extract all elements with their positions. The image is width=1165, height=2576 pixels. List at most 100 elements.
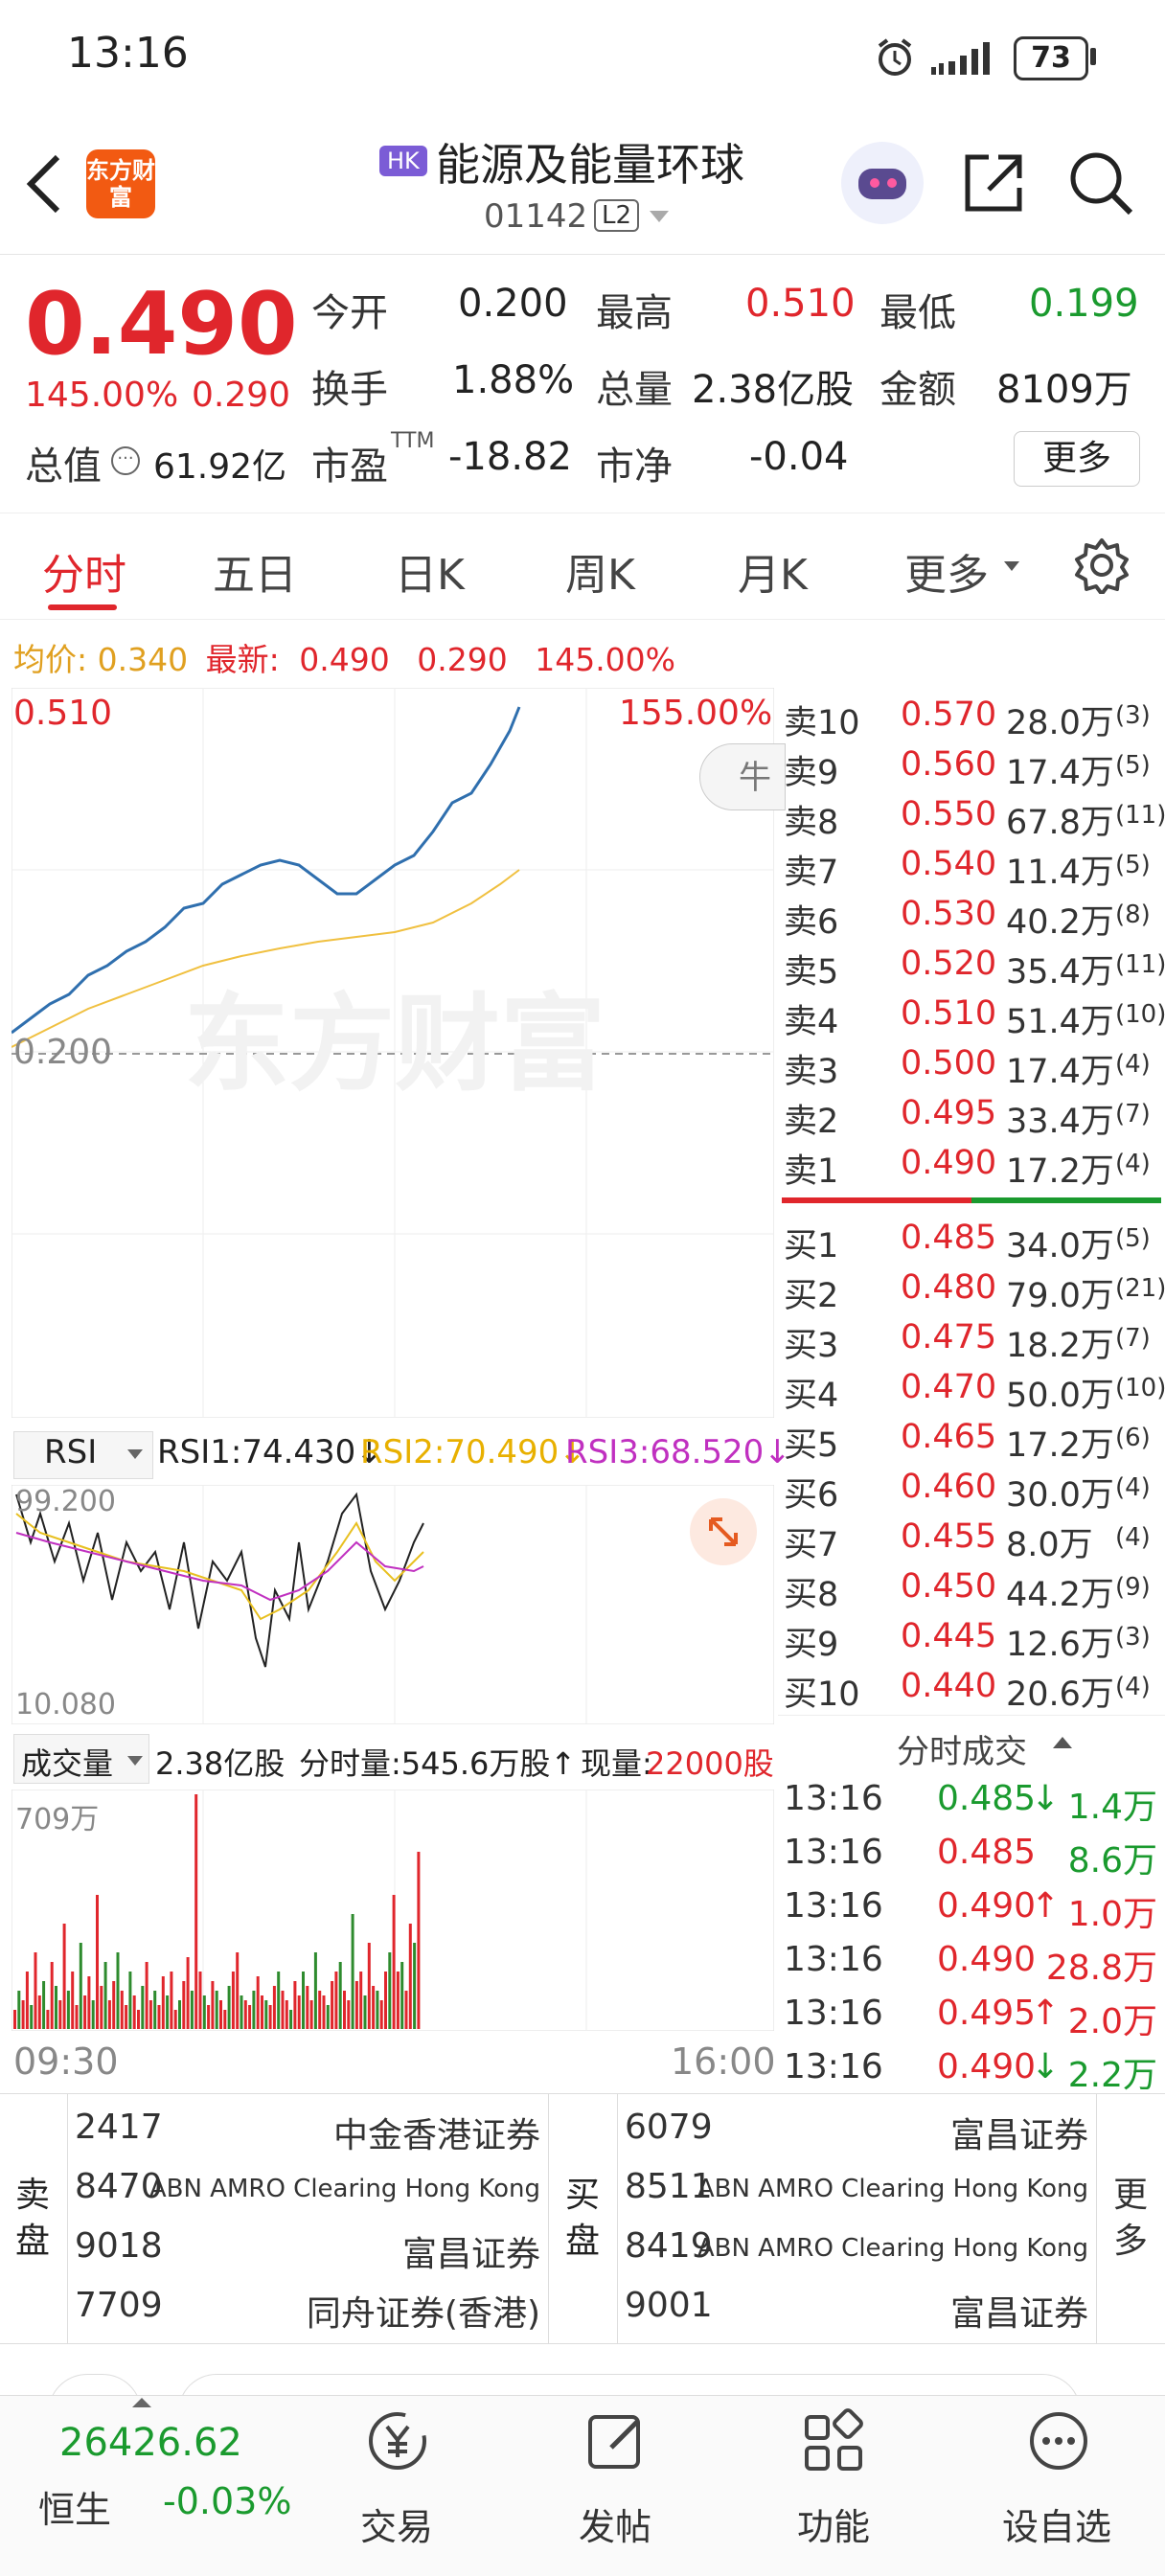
latest-label: 最新:: [205, 641, 280, 678]
asks-level-7[interactable]: 卖4 0.510 51.4万 (10): [778, 991, 1165, 1041]
broker-row[interactable]: 9018 富昌证券: [67, 2221, 548, 2278]
bids-level-5[interactable]: 买5 0.465 17.2万 (6): [778, 1414, 1165, 1465]
level-volume: 30.0万: [1006, 1476, 1114, 1515]
broker-row[interactable]: 7709 同舟证券(香港): [67, 2280, 548, 2337]
gear-icon[interactable]: [1073, 536, 1131, 594]
volume-bar: [277, 1972, 281, 2029]
asks-level-3[interactable]: 卖8 0.550 67.8万 (11): [778, 791, 1165, 842]
bull-bear-button[interactable]: 牛: [699, 743, 786, 810]
tab-daily-k[interactable]: 日K: [395, 551, 465, 600]
broker-row[interactable]: 8511 ABN AMRO Clearing Hong Kong: [617, 2161, 1096, 2219]
volume-label[interactable]: 成交量: [21, 1745, 114, 1782]
volume-bar: [178, 2000, 181, 2029]
broker-more-button[interactable]: 更多: [1113, 2176, 1149, 2261]
edit-icon: [588, 2415, 640, 2469]
tab-weekly-k[interactable]: 周K: [565, 551, 635, 600]
tab-five-day[interactable]: 五日: [213, 551, 297, 600]
asks-level-5[interactable]: 卖6 0.530 40.2万 (8): [778, 891, 1165, 942]
caret-up-icon[interactable]: [1052, 1735, 1073, 1750]
level-volume: 34.0万: [1006, 1227, 1114, 1265]
volume-bar: [148, 2000, 152, 2029]
asks-level-10[interactable]: 卖1 0.490 17.2万 (4): [778, 1140, 1165, 1191]
caret-down-icon[interactable]: [126, 1448, 144, 1460]
nav-post[interactable]: 发帖: [573, 2404, 659, 2557]
nav-trade[interactable]: 交易: [354, 2404, 441, 2557]
asks-level-4[interactable]: 卖7 0.540 11.4万 (5): [778, 841, 1165, 892]
volume-bar: [285, 2000, 288, 2029]
index-name[interactable]: 恒生: [38, 2489, 112, 2531]
more-button[interactable]: 更多: [1014, 431, 1140, 487]
volume-bar: [202, 1995, 206, 2029]
volume-bar: [413, 1943, 417, 2029]
stock-name[interactable]: 能源及能量环球: [436, 139, 744, 191]
volume-selector[interactable]: [13, 1734, 149, 1784]
tab-more[interactable]: 更多: [904, 551, 989, 600]
level-label: 卖4: [784, 1003, 839, 1041]
volume-value: 2.38亿股: [692, 368, 855, 412]
tick-row: 13:16 0.490 ↓ 2.2万: [778, 2041, 1165, 2095]
bids-level-3[interactable]: 买3 0.475 18.2万 (7): [778, 1314, 1165, 1365]
intraday-chart[interactable]: 东方财富 0.510 155.00% 0.200 牛: [11, 688, 786, 1418]
broker-row[interactable]: 8470 ABN AMRO Clearing Hong Kong: [67, 2161, 548, 2219]
bids-level-1[interactable]: 买1 0.485 34.0万 (5): [778, 1215, 1165, 1265]
rsi-chart[interactable]: 99.200 10.080: [11, 1485, 774, 1724]
asks-level-2[interactable]: 卖9 0.560 17.4万 (5): [778, 741, 1165, 792]
back-icon[interactable]: [23, 153, 65, 215]
volume-bar: [100, 1986, 103, 2029]
bids-level-8[interactable]: 买8 0.450 44.2万 (9): [778, 1563, 1165, 1614]
level2-badge[interactable]: L2: [594, 199, 640, 232]
broker-row[interactable]: 9001 富昌证券: [617, 2280, 1096, 2337]
nav-add-watchlist[interactable]: 设自选: [996, 2404, 1121, 2557]
asks-level-1[interactable]: 卖10 0.570 28.0万 (3): [778, 692, 1165, 742]
volume-bar: [30, 2005, 34, 2029]
asks-level-6[interactable]: 卖5 0.520 35.4万 (11): [778, 941, 1165, 992]
broker-row[interactable]: 8419 ABN AMRO Clearing Hong Kong: [617, 2221, 1096, 2278]
volume-bar: [79, 1943, 82, 2029]
rsi-selector[interactable]: [13, 1431, 153, 1479]
index-value[interactable]: 26426.62: [59, 2421, 242, 2465]
level-price: 0.445: [901, 1617, 997, 1655]
tick-time: 13:16: [784, 1779, 883, 1818]
chevron-down-icon[interactable]: [648, 209, 671, 224]
bids-level-10[interactable]: 买10 0.440 20.6万 (4): [778, 1663, 1165, 1714]
pe-label: 市盈: [311, 445, 388, 489]
bids-level-9[interactable]: 买9 0.445 12.6万 (3): [778, 1613, 1165, 1664]
asks-level-9[interactable]: 卖2 0.495 33.4万 (7): [778, 1090, 1165, 1141]
bids-level-7[interactable]: 买7 0.455 8.0万 (4): [778, 1514, 1165, 1564]
index-change[interactable]: -0.03%: [163, 2480, 292, 2522]
rsi-label[interactable]: RSI: [44, 1433, 98, 1471]
info-icon[interactable]: ···: [111, 446, 140, 475]
volume-bar: [46, 2010, 50, 2029]
expand-icon[interactable]: [690, 1498, 757, 1565]
volume-bar: [367, 1943, 371, 2029]
bids-level-2[interactable]: 买2 0.480 79.0万 (21): [778, 1265, 1165, 1315]
broker-row[interactable]: 2417 中金香港证券: [67, 2102, 548, 2159]
volume-chart[interactable]: 709万: [11, 1790, 774, 2031]
caret-up-icon[interactable]: [130, 2396, 153, 2409]
bids-level-4[interactable]: 买4 0.470 50.0万 (10): [778, 1364, 1165, 1415]
volume-bar: [58, 2000, 62, 2029]
volume-bar: [190, 1991, 194, 2029]
broker-id: 6079: [625, 2108, 713, 2147]
caret-down-icon[interactable]: [1002, 559, 1021, 573]
level-volume: 17.2万: [1006, 1152, 1114, 1191]
tab-intraday[interactable]: 分时: [42, 551, 126, 600]
tick-title[interactable]: 分时成交: [897, 1733, 1027, 1771]
volume-bar: [264, 2000, 268, 2029]
asks-level-8[interactable]: 卖3 0.500 17.4万 (4): [778, 1040, 1165, 1091]
volume-bar: [354, 1981, 358, 2029]
caret-down-icon[interactable]: [126, 1755, 144, 1767]
bids-level-6[interactable]: 买6 0.460 30.0万 (4): [778, 1464, 1165, 1515]
search-icon[interactable]: [1067, 149, 1136, 218]
level-price: 0.460: [901, 1468, 997, 1506]
chart-top-price: 0.510: [13, 694, 113, 733]
broker-row[interactable]: 6079 富昌证券: [617, 2102, 1096, 2159]
level-label: 买3: [784, 1327, 839, 1365]
nav-functions[interactable]: 功能: [791, 2404, 878, 2557]
tab-monthly-k[interactable]: 月K: [738, 551, 808, 600]
share-icon[interactable]: [960, 149, 1027, 217]
level-price: 0.560: [901, 745, 997, 784]
avg-price-line: [11, 869, 520, 1048]
rsi-max: 99.200: [15, 1485, 116, 1518]
robot-avatar-icon[interactable]: [841, 142, 924, 224]
